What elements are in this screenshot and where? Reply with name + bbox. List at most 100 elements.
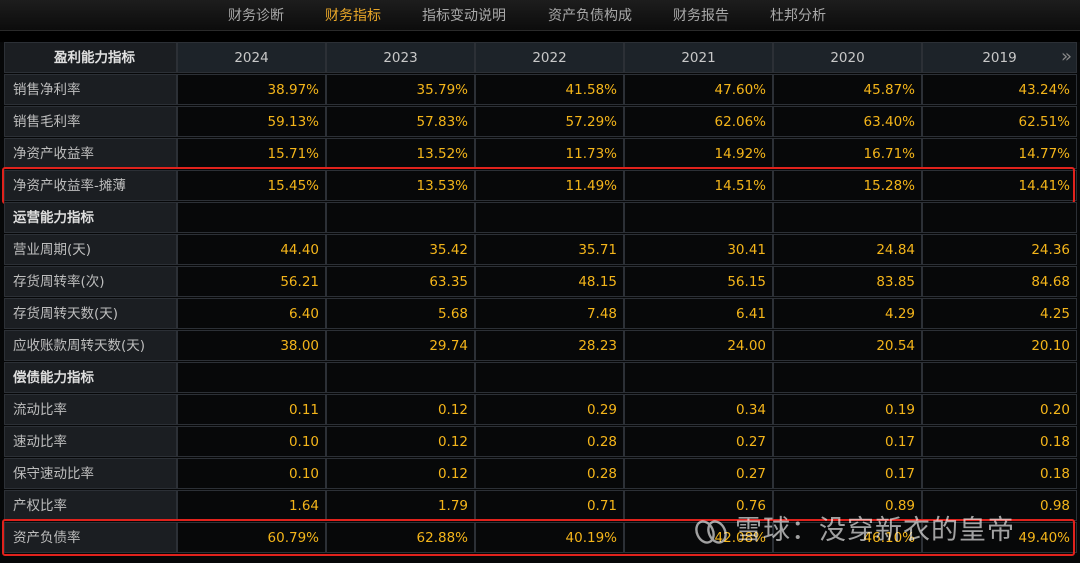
value-cell: 14.41%	[922, 170, 1077, 201]
tab-0[interactable]: 财务诊断	[228, 8, 284, 24]
value-cell: 14.51%	[624, 170, 773, 201]
value-cell	[475, 362, 624, 393]
value-cell: 1.64	[177, 490, 326, 521]
value-cell	[475, 202, 624, 233]
value-cell: 4.29	[773, 298, 922, 329]
financial-indicators-table: 盈利能力指标 2024 2023 2022 2021 2020 2019» 销售净利率 38…	[0, 42, 1080, 563]
table-row: 净资产收益率 15.71% 13.52% 11.73% 14.92% 16.71% 14.7…	[0, 138, 1080, 170]
top-nav-bar: 财务诊断 财务指标 指标变动说明 资产负债构成 财务报告 杜邦分析	[0, 0, 1080, 31]
table-row: 存货周转率(次) 56.21 63.35 48.15 56.15 83.85 84.68	[0, 266, 1080, 298]
double-chevron-right-icon[interactable]: »	[1060, 46, 1072, 67]
table-row: 净资产收益率-摊薄 15.45% 13.53% 11.49% 14.51% 15.28% 1…	[0, 170, 1080, 202]
value-cell: 6.40	[177, 298, 326, 329]
year-header-2[interactable]: 2022	[475, 42, 624, 73]
table-row: 销售净利率 38.97% 35.79% 41.58% 47.60% 45.87% 43.24…	[0, 74, 1080, 106]
tab-5[interactable]: 杜邦分析	[770, 8, 826, 24]
year-header-3[interactable]: 2021	[624, 42, 773, 73]
value-cell: 28.23	[475, 330, 624, 361]
table-row: 应收账款周转天数(天) 38.00 29.74 28.23 24.00 20.54 20.1…	[0, 330, 1080, 362]
value-cell: 24.00	[624, 330, 773, 361]
value-cell: 62.88%	[326, 522, 475, 553]
tab-1[interactable]: 财务指标	[325, 8, 381, 24]
row-label: 应收账款周转天数(天)	[4, 330, 177, 361]
table-row: 营业周期(天) 44.40 35.42 35.71 30.41 24.84 24.36	[0, 234, 1080, 266]
value-cell: 29.74	[326, 330, 475, 361]
section-row: 运营能力指标	[0, 202, 1080, 234]
value-cell: 13.52%	[326, 138, 475, 169]
tab-2[interactable]: 指标变动说明	[422, 8, 506, 24]
value-cell: 41.58%	[475, 74, 624, 105]
value-cell	[773, 202, 922, 233]
value-cell: 35.42	[326, 234, 475, 265]
row-label: 存货周转率(次)	[4, 266, 177, 297]
section-row: 偿债能力指标	[0, 362, 1080, 394]
value-cell: 0.28	[475, 426, 624, 457]
row-label: 速动比率	[4, 426, 177, 457]
value-cell: 14.92%	[624, 138, 773, 169]
value-cell: 11.49%	[475, 170, 624, 201]
value-cell: 57.83%	[326, 106, 475, 137]
section-label: 偿债能力指标	[4, 362, 177, 393]
value-cell: 0.76	[624, 490, 773, 521]
value-cell: 0.12	[326, 426, 475, 457]
value-cell: 0.10	[177, 458, 326, 489]
value-cell: 0.12	[326, 394, 475, 425]
header-section-label: 盈利能力指标	[4, 42, 177, 73]
row-label: 销售毛利率	[4, 106, 177, 137]
value-cell: 60.79%	[177, 522, 326, 553]
value-cell: 63.35	[326, 266, 475, 297]
value-cell: 15.45%	[177, 170, 326, 201]
value-cell: 40.19%	[475, 522, 624, 553]
value-cell	[773, 362, 922, 393]
value-cell: 13.53%	[326, 170, 475, 201]
value-cell: 49.40%	[922, 522, 1077, 553]
value-cell: 45.87%	[773, 74, 922, 105]
tab-4[interactable]: 财务报告	[673, 8, 729, 24]
value-cell	[922, 362, 1077, 393]
table-row: 速动比率 0.10 0.12 0.28 0.27 0.17 0.18	[0, 426, 1080, 458]
value-cell	[922, 202, 1077, 233]
value-cell: 62.51%	[922, 106, 1077, 137]
value-cell: 0.19	[773, 394, 922, 425]
value-cell: 43.24%	[922, 74, 1077, 105]
value-cell	[177, 362, 326, 393]
value-cell: 62.06%	[624, 106, 773, 137]
value-cell: 14.77%	[922, 138, 1077, 169]
value-cell	[177, 202, 326, 233]
value-cell: 46.10%	[773, 522, 922, 553]
value-cell: 11.73%	[475, 138, 624, 169]
watermark-text: 雪球：没穿新衣的皇帝	[735, 515, 1015, 546]
row-label: 销售净利率	[4, 74, 177, 105]
value-cell: 7.48	[475, 298, 624, 329]
value-cell: 0.17	[773, 426, 922, 457]
row-label: 营业周期(天)	[4, 234, 177, 265]
value-cell: 4.25	[922, 298, 1077, 329]
year-header-0[interactable]: 2024	[177, 42, 326, 73]
section-label: 运营能力指标	[4, 202, 177, 233]
value-cell: 0.10	[177, 426, 326, 457]
value-cell: 15.28%	[773, 170, 922, 201]
value-cell: 35.71	[475, 234, 624, 265]
value-cell: 35.79%	[326, 74, 475, 105]
year-header-1[interactable]: 2023	[326, 42, 475, 73]
row-label: 产权比率	[4, 490, 177, 521]
row-label: 存货周转天数(天)	[4, 298, 177, 329]
row-label: 资产负债率	[4, 522, 177, 553]
value-cell: 0.12	[326, 458, 475, 489]
value-cell	[624, 362, 773, 393]
value-cell	[624, 202, 773, 233]
tab-3[interactable]: 资产负债构成	[548, 8, 632, 24]
row-label: 保守速动比率	[4, 458, 177, 489]
value-cell: 57.29%	[475, 106, 624, 137]
value-cell	[326, 202, 475, 233]
snowball-logo-icon	[695, 519, 727, 544]
value-cell	[326, 362, 475, 393]
value-cell: 0.89	[773, 490, 922, 521]
value-cell: 48.15	[475, 266, 624, 297]
value-cell: 0.71	[475, 490, 624, 521]
year-header-5[interactable]: 2019	[922, 42, 1077, 73]
value-cell: 5.68	[326, 298, 475, 329]
table-row: 资产负债率 60.79% 62.88% 40.19% 42.08% 46.10% 49.40…	[0, 522, 1080, 554]
value-cell: 24.84	[773, 234, 922, 265]
year-header-4[interactable]: 2020	[773, 42, 922, 73]
